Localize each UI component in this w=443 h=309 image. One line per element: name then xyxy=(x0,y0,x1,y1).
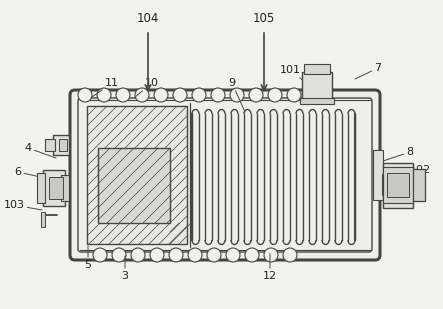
Text: 10: 10 xyxy=(135,78,159,97)
FancyBboxPatch shape xyxy=(70,90,380,260)
Text: 104: 104 xyxy=(137,11,159,24)
Bar xyxy=(302,72,332,100)
Bar xyxy=(383,167,413,203)
Circle shape xyxy=(306,88,320,102)
Text: 5: 5 xyxy=(85,246,92,270)
Bar xyxy=(387,173,409,197)
Text: 7: 7 xyxy=(355,63,381,79)
Bar xyxy=(383,163,413,208)
Text: 11: 11 xyxy=(92,78,119,97)
Circle shape xyxy=(264,248,278,262)
Circle shape xyxy=(173,88,187,102)
Circle shape xyxy=(78,88,92,102)
Bar xyxy=(413,169,425,201)
Circle shape xyxy=(116,88,130,102)
Circle shape xyxy=(245,248,259,262)
Bar xyxy=(98,148,170,223)
Circle shape xyxy=(211,88,225,102)
Bar xyxy=(37,173,45,203)
Text: 4: 4 xyxy=(24,143,56,158)
Circle shape xyxy=(154,88,168,102)
Circle shape xyxy=(135,88,149,102)
Circle shape xyxy=(150,248,164,262)
Circle shape xyxy=(93,248,107,262)
Text: 103: 103 xyxy=(4,200,42,210)
Circle shape xyxy=(226,248,240,262)
Bar xyxy=(61,175,69,201)
Text: 101: 101 xyxy=(280,65,305,82)
Bar xyxy=(45,139,55,151)
Text: 9: 9 xyxy=(229,78,245,112)
Circle shape xyxy=(230,88,244,102)
Bar xyxy=(49,177,63,199)
Circle shape xyxy=(192,88,206,102)
Bar xyxy=(53,135,69,155)
Bar xyxy=(300,98,334,104)
Text: 6: 6 xyxy=(15,167,45,178)
Circle shape xyxy=(97,88,111,102)
Circle shape xyxy=(112,248,126,262)
Bar xyxy=(304,64,330,74)
Text: 102: 102 xyxy=(400,165,431,176)
Text: 12: 12 xyxy=(263,254,277,281)
Text: 3: 3 xyxy=(121,256,128,281)
Bar xyxy=(87,106,187,244)
Bar xyxy=(43,170,65,206)
Bar xyxy=(59,139,67,151)
Circle shape xyxy=(249,88,263,102)
Circle shape xyxy=(169,248,183,262)
Circle shape xyxy=(188,248,202,262)
Circle shape xyxy=(207,248,221,262)
Circle shape xyxy=(283,248,297,262)
Circle shape xyxy=(287,88,301,102)
Text: 105: 105 xyxy=(253,11,275,24)
Circle shape xyxy=(131,248,145,262)
Text: 8: 8 xyxy=(380,147,414,162)
Bar xyxy=(41,212,45,227)
Bar xyxy=(373,150,383,200)
Circle shape xyxy=(268,88,282,102)
